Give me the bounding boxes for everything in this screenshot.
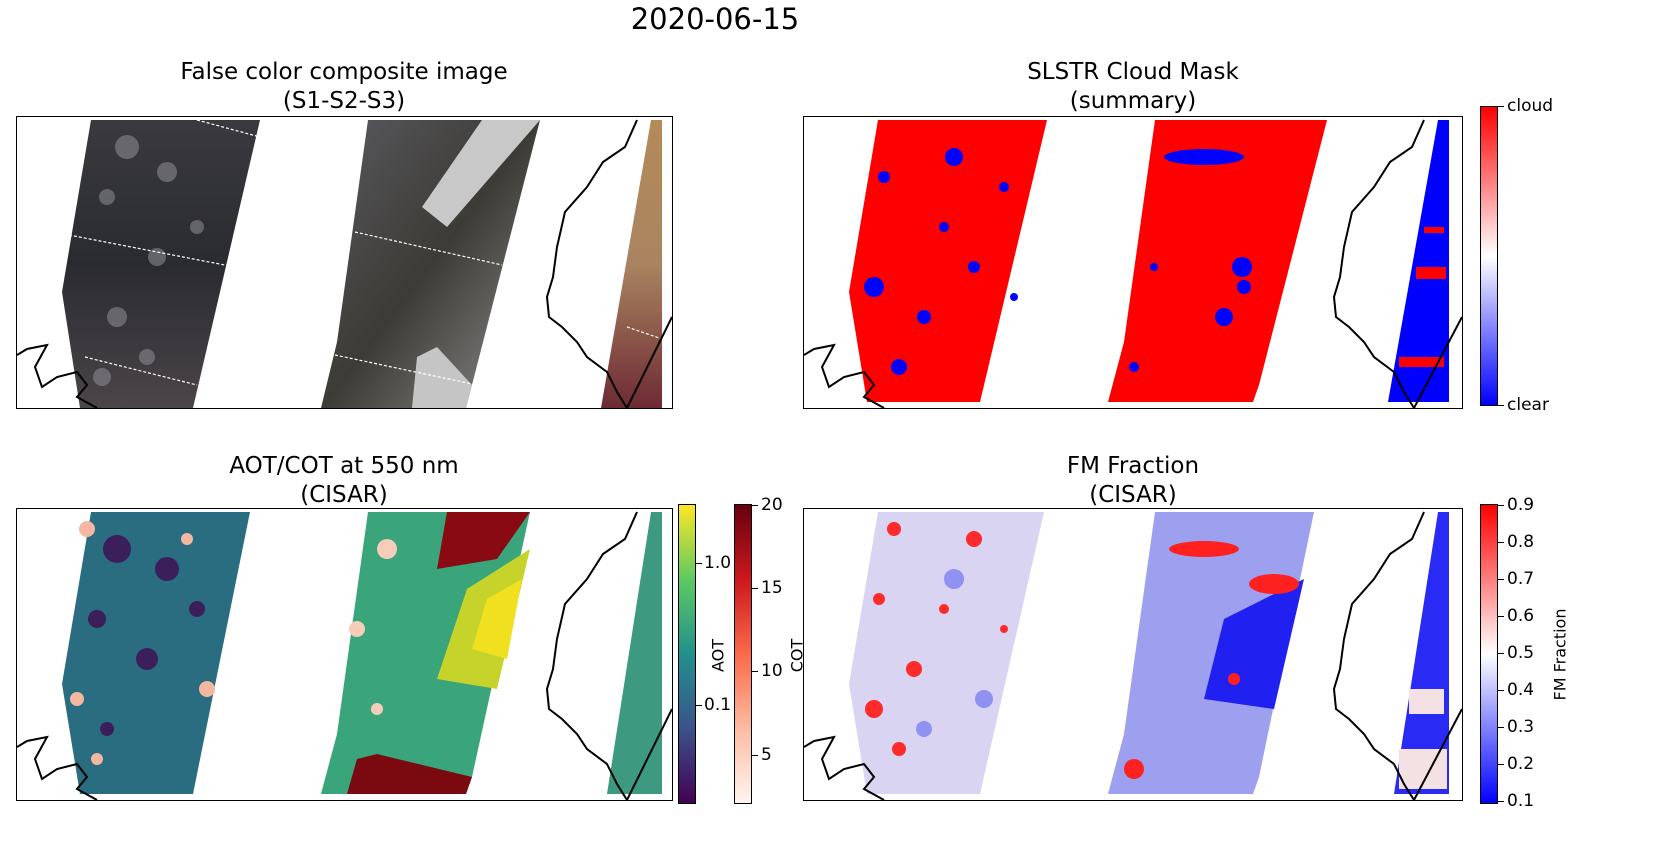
colorbar-tick bbox=[1498, 542, 1504, 544]
fm-high-patches-2 bbox=[1124, 541, 1299, 779]
fm-tick-label: 0.1 bbox=[1507, 791, 1535, 811]
cot-tick-label: 20 bbox=[761, 495, 783, 515]
fm-tick-label: 0.8 bbox=[1507, 532, 1535, 552]
colorbar-tick bbox=[752, 505, 758, 507]
fm-low-patches-1 bbox=[916, 569, 993, 737]
colorbar-tick bbox=[1498, 801, 1504, 803]
swath-2-cot-bottom bbox=[347, 754, 472, 794]
panel-title-line: SLSTR Cloud Mask bbox=[1027, 59, 1239, 85]
swath-2-cloud-bottom bbox=[412, 347, 472, 408]
fm-colorbar bbox=[1480, 504, 1498, 804]
coastline bbox=[804, 511, 1462, 800]
colorbar-tick bbox=[1498, 505, 1504, 507]
cloud-specks-1 bbox=[93, 135, 204, 386]
aot-colorbar-label: AOT bbox=[708, 638, 728, 673]
swath-2 bbox=[321, 120, 540, 408]
orbit-seam-lines bbox=[68, 119, 663, 386]
fm-tick-label: 0.6 bbox=[1507, 606, 1535, 626]
aot-cot-map bbox=[16, 508, 673, 801]
colorbar-tick bbox=[1498, 653, 1504, 655]
panel-subtitle-line: (S1-S2-S3) bbox=[282, 88, 406, 114]
fm-colorbar-label: FM Fraction bbox=[1550, 608, 1570, 701]
clear-patches-1 bbox=[864, 148, 1018, 375]
fm-fraction-map bbox=[803, 508, 1463, 801]
colorbar-tick bbox=[696, 705, 702, 707]
coastline bbox=[17, 511, 672, 800]
colorbar-tick bbox=[1498, 579, 1504, 581]
colorbar-tick bbox=[1498, 405, 1504, 407]
swath-3 bbox=[607, 512, 662, 794]
figure-title: 2020-06-15 bbox=[630, 2, 800, 36]
cot-tick-label: 15 bbox=[761, 578, 783, 598]
aot-tick-label: 0.1 bbox=[704, 695, 732, 715]
colorbar-label-cloud: cloud bbox=[1507, 96, 1554, 116]
swath-1 bbox=[849, 120, 1047, 402]
panel-subtitle-line: (summary) bbox=[1069, 88, 1197, 114]
swath-3 bbox=[601, 120, 662, 408]
coastline bbox=[804, 119, 1462, 408]
swath-2-aot-peak bbox=[472, 579, 522, 659]
fm-high-patches-1 bbox=[865, 522, 1008, 756]
panel-title-aot-cot: AOT/COT at 550 nm (CISAR) bbox=[16, 452, 672, 510]
panel-title-line: FM Fraction bbox=[1066, 453, 1200, 479]
panel-title-line: AOT/COT at 550 nm bbox=[229, 453, 459, 479]
fm-tick-label: 0.4 bbox=[1507, 680, 1535, 700]
cot-patches-1 bbox=[70, 521, 215, 765]
colorbar-tick bbox=[696, 563, 702, 565]
swath-3 bbox=[1388, 120, 1449, 402]
colorbar-tick bbox=[1498, 727, 1504, 729]
swath-1 bbox=[849, 512, 1044, 794]
cot-patches-2 bbox=[349, 539, 397, 715]
swath-2-cot-top bbox=[437, 512, 530, 569]
colorbar-tick bbox=[752, 755, 758, 757]
fm-tick-label: 0.5 bbox=[1507, 643, 1535, 663]
cloud-mask-colorbar bbox=[1480, 106, 1498, 406]
fm-tick-label: 0.9 bbox=[1507, 495, 1535, 515]
fm-tick-label: 0.3 bbox=[1507, 717, 1535, 737]
clear-patches-2 bbox=[1129, 149, 1252, 372]
cloud-mask-map bbox=[803, 116, 1463, 409]
cot-tick-label: 5 bbox=[761, 745, 772, 765]
colorbar-label-clear: clear bbox=[1507, 395, 1549, 415]
fm-mid-patches-3 bbox=[1399, 689, 1447, 789]
aot-colorbar bbox=[678, 504, 696, 804]
swath-3 bbox=[1394, 512, 1449, 794]
false-color-map bbox=[16, 116, 673, 409]
panel-subtitle-line: (CISAR) bbox=[300, 482, 388, 508]
cot-colorbar bbox=[734, 504, 752, 804]
aot-tick-label: 1.0 bbox=[704, 553, 732, 573]
colorbar-tick bbox=[1498, 616, 1504, 618]
fm-tick-label: 0.7 bbox=[1507, 569, 1535, 589]
aot-low-patches-1 bbox=[88, 535, 205, 736]
panel-title-false-color: False color composite image (S1-S2-S3) bbox=[16, 58, 672, 116]
fm-tick-label: 0.2 bbox=[1507, 754, 1535, 774]
panel-subtitle-line: (CISAR) bbox=[1089, 482, 1177, 508]
cloud-patches-3 bbox=[1399, 227, 1446, 367]
colorbar-tick bbox=[1498, 764, 1504, 766]
cot-tick-label: 10 bbox=[761, 661, 783, 681]
panel-title-line: False color composite image bbox=[180, 59, 508, 85]
colorbar-tick bbox=[752, 671, 758, 673]
colorbar-tick bbox=[1498, 690, 1504, 692]
colorbar-tick bbox=[1498, 106, 1504, 108]
colorbar-tick bbox=[752, 588, 758, 590]
panel-title-fm-fraction: FM Fraction (CISAR) bbox=[803, 452, 1463, 510]
swath-2 bbox=[1108, 120, 1327, 402]
panel-title-cloud-mask: SLSTR Cloud Mask (summary) bbox=[803, 58, 1463, 116]
swath-2-cloud-top bbox=[422, 120, 540, 227]
coastline bbox=[17, 119, 672, 408]
